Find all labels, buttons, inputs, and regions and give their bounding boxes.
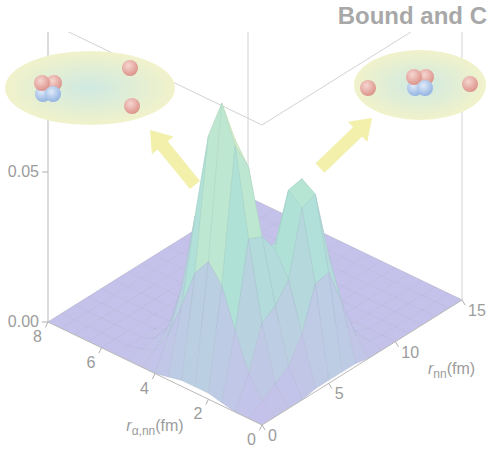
x-tick [45,322,48,327]
label-subscript: nn [433,367,446,381]
x-tick [99,348,102,353]
neutron [360,80,376,96]
chart-root: 0 2 4 6 8 0 5 10 15 0.00 0.05 rα,nn(fm) rnn(fm) Bound… [0,0,493,452]
y-tick [329,383,332,388]
chart-title: Bound and C [338,2,487,29]
x-tick [152,374,155,379]
label-subscript: α,nn [132,424,156,438]
x-tick-label: 0 [247,431,256,448]
inset-right [354,50,486,120]
y-tick-label: 15 [468,302,486,319]
label-part: (fm) [447,360,475,377]
inset-left [5,51,175,125]
z-tick [42,322,48,323]
surface [48,103,462,425]
y-tick [395,342,398,347]
neutron [124,98,140,114]
z-tick [42,172,48,173]
x-tick-label: 2 [194,405,203,422]
arrow [150,130,200,189]
neutron [462,76,478,92]
y-axis-title: rnn(fm) [428,360,475,381]
inset-background [354,50,486,120]
x-axis-title: rα,nn(fm) [126,417,183,438]
y-tick-label: 5 [335,385,344,402]
proton [417,80,433,96]
y-tick [462,300,465,305]
x-tick [206,399,209,404]
z-tick-label: 0.00 [8,313,39,330]
x-tick-label: 6 [87,354,96,371]
label-part: (fm) [155,417,183,434]
z-tick-label: 0.05 [8,163,39,180]
y-axis-line [262,300,462,425]
neutron [122,60,138,76]
x-axis-line [48,322,262,425]
axes: 0 2 4 6 8 0 5 10 15 0.00 0.05 rα,nn(fm) rnn(fm) [8,163,486,448]
x-tick [259,425,262,430]
proton [45,86,61,102]
surface-cell [249,401,276,425]
y-tick [262,425,265,430]
x-tick-label: 8 [33,328,42,345]
y-tick-label: 0 [268,427,277,444]
y-tick-label: 10 [401,344,419,361]
arrow [315,118,372,173]
inset-background [5,51,175,125]
chart-svg: 0 2 4 6 8 0 5 10 15 0.00 0.05 rα,nn(fm) rnn(fm) Bound… [0,0,493,452]
x-tick-label: 4 [140,380,149,397]
